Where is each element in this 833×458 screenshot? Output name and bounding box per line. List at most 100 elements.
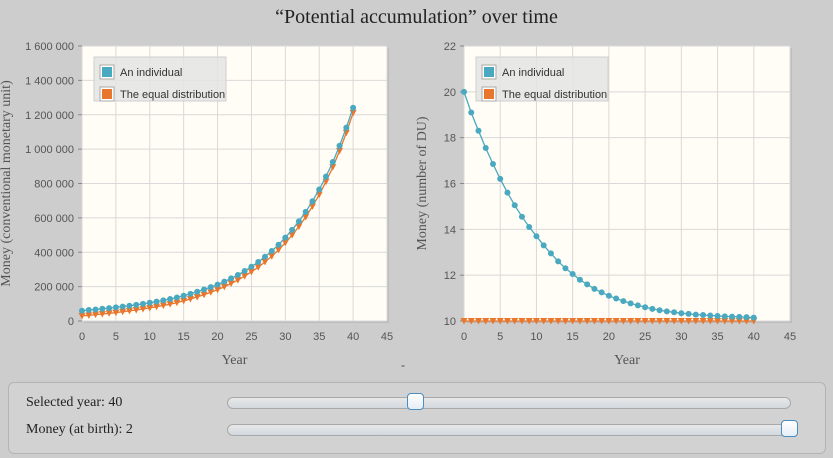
controls-panel: Selected year: 40 Money (at birth): 2 — [8, 382, 826, 454]
left-series-1-point — [166, 301, 174, 308]
right-ytick-label: 22 — [444, 41, 456, 53]
left-series-1-point — [112, 309, 120, 317]
selected-year-slider[interactable] — [227, 393, 791, 410]
right-xtick-label: 0 — [461, 331, 467, 343]
right-series-0-point — [692, 311, 699, 318]
chart-money-conventional: 0 5 10 15 20 25 30 35 40 45 0 200 000 400 000 600 000… — [0, 41, 393, 368]
right-ytick-label: 18 — [444, 133, 456, 145]
selected-year-slider-handle[interactable] — [407, 393, 425, 410]
left-series-0-point — [221, 278, 228, 285]
left-series-1-point — [207, 289, 215, 296]
right-xtick-label: 20 — [603, 331, 615, 343]
right-series-1-point — [699, 318, 707, 325]
left-series-0-point — [316, 186, 323, 193]
left-xtick-label: 30 — [279, 331, 291, 343]
left-series-0-point — [323, 173, 329, 180]
right-series-1-point — [525, 318, 533, 325]
right-series-0-point — [482, 144, 489, 151]
right-series-0-point — [700, 312, 707, 319]
left-ytick-label: 1 400 000 — [25, 75, 74, 87]
left-xtick-label: 15 — [178, 331, 190, 343]
left-series-0-point — [92, 306, 99, 313]
right-ytick-label: 20 — [444, 87, 456, 99]
right-series-0-point — [497, 175, 504, 182]
separator-dash: - — [401, 358, 405, 372]
right-xtick-label: 30 — [675, 331, 687, 343]
left-series-0-point — [309, 198, 316, 205]
left-legend-swatch-1 — [102, 89, 112, 99]
right-legend-box — [475, 56, 609, 102]
right-series-1-point — [467, 318, 475, 325]
money-at-birth-slider-handle[interactable] — [781, 420, 798, 437]
right-xtick-label: 35 — [711, 331, 723, 343]
left-series-0-point — [194, 288, 201, 295]
right-yaxis-label: Money (number of DU) — [415, 116, 430, 250]
right-series-1-point — [598, 318, 606, 325]
left-series-1-point — [180, 297, 188, 305]
right-series-0-point — [707, 312, 714, 319]
left-series-1-point — [302, 214, 310, 221]
left-series-1-point — [153, 303, 161, 311]
left-yaxis-label: Money (conventional monetary unit) — [0, 80, 14, 287]
right-series-0-point — [504, 189, 511, 196]
left-series-0-point — [99, 305, 106, 312]
left-series-0-point — [289, 226, 296, 233]
right-xtick-label: 45 — [784, 331, 796, 343]
left-series-0-point — [255, 259, 262, 266]
right-series-1-point — [474, 318, 482, 325]
money-at-birth-slider[interactable] — [227, 420, 798, 437]
left-series-0-point — [275, 241, 282, 248]
right-series-1-point — [540, 318, 548, 325]
left-xtick-label: 0 — [79, 331, 85, 343]
right-series-1-point — [656, 318, 664, 325]
left-series-1-point — [98, 310, 106, 318]
right-xtick-label: 10 — [530, 331, 542, 343]
left-series-0-point — [187, 290, 194, 297]
right-series-1-point — [648, 318, 656, 325]
right-series-0-point — [678, 310, 685, 317]
left-series-1-point — [281, 239, 289, 247]
right-series-0-point — [656, 307, 663, 314]
left-series-1-point — [173, 299, 181, 307]
right-series-0-point — [591, 285, 598, 292]
right-series-0-point — [576, 276, 583, 283]
left-series-1-point — [146, 304, 154, 312]
right-series-0-point — [721, 313, 728, 320]
left-legend-label-0: An individual — [120, 67, 182, 79]
left-series-1-point — [254, 264, 262, 271]
right-series-1-point — [677, 318, 685, 325]
right-series-1-point — [583, 318, 591, 325]
right-series-0-point — [613, 295, 620, 302]
left-series-1-point — [295, 223, 303, 230]
right-series-1-point — [728, 318, 736, 325]
left-ytick-label: 0 — [68, 316, 74, 328]
right-series-1-point — [569, 318, 577, 325]
left-series-1-point — [200, 291, 208, 299]
left-legend-swatch-0 — [102, 67, 112, 77]
left-series-1-point — [268, 253, 276, 260]
right-series-0-point — [598, 289, 605, 296]
right-series-0-point — [620, 298, 627, 305]
right-series-1-point — [735, 318, 743, 325]
left-series-0-point — [343, 124, 350, 131]
left-series-1-point — [78, 312, 86, 320]
right-series-1-point — [619, 318, 627, 325]
right-series-0-point — [489, 161, 496, 168]
left-series-0-point — [173, 294, 180, 301]
right-series-0-point — [627, 300, 634, 307]
right-series-1-point — [627, 318, 635, 325]
left-xtick-label: 35 — [313, 331, 325, 343]
left-series-0-point — [180, 292, 187, 299]
left-series-0-point — [350, 104, 357, 111]
right-legend-swatch-0 — [484, 67, 494, 77]
left-series-0-point — [160, 297, 167, 304]
left-series-0-point — [112, 304, 119, 311]
right-legend-label-1: The equal distribution — [502, 89, 607, 101]
left-series-0-point — [268, 248, 275, 255]
left-ytick-label: 200 000 — [34, 282, 74, 294]
right-series-0-point — [605, 292, 612, 299]
left-xtick-label: 5 — [113, 331, 119, 343]
left-xtick-label: 25 — [245, 331, 257, 343]
left-series-1-point — [139, 305, 147, 313]
right-series-1-point — [489, 318, 497, 325]
